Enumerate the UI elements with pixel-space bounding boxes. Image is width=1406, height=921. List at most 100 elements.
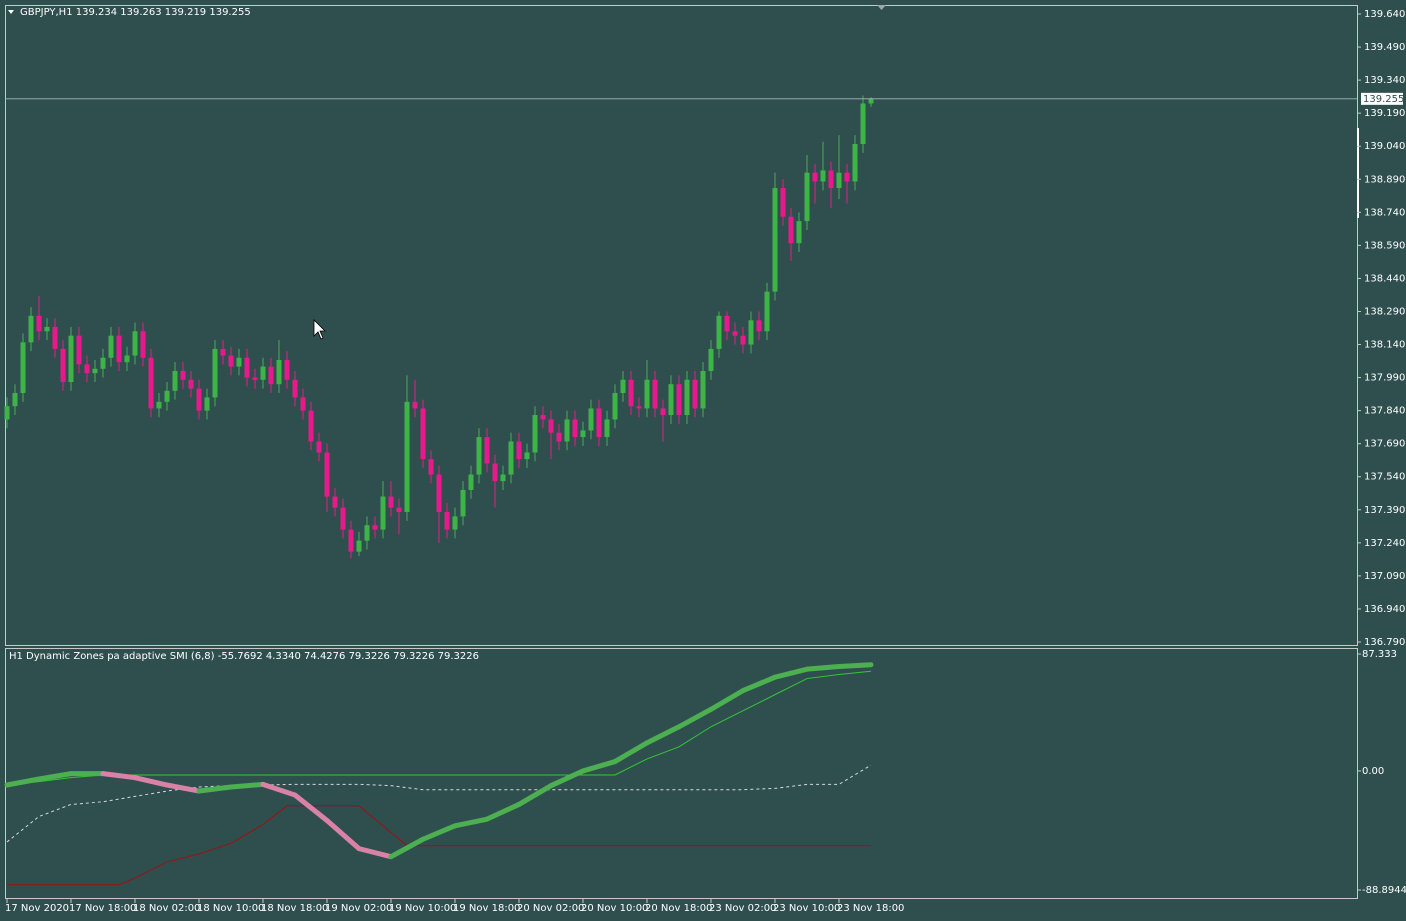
y-tick-label: 139.190 (1364, 108, 1405, 119)
smi-segment (484, 801, 522, 822)
smi-segment (356, 846, 394, 860)
candle-body (412, 401, 418, 409)
y-tick-label: 138.290 (1364, 306, 1405, 317)
candle-body (524, 452, 530, 460)
scroll-marker (1357, 128, 1359, 218)
candle-body (716, 315, 722, 349)
candle-body (108, 335, 114, 358)
indicator-line (6, 670, 872, 786)
y-tick-label: 138.590 (1364, 240, 1405, 251)
smi-segment (452, 816, 490, 829)
candle-body (612, 393, 618, 420)
x-tick-label: 19 Nov 18:00 (453, 903, 520, 914)
candle-body (556, 432, 562, 442)
candle-body (836, 172, 842, 189)
candle-body (804, 172, 810, 222)
candle-body (796, 221, 802, 244)
candle-body (476, 437, 482, 475)
candle-body (172, 370, 178, 391)
candle-body (652, 379, 658, 409)
candle-body (660, 408, 666, 416)
last-price-box (1361, 92, 1403, 105)
candle-body (276, 359, 282, 385)
candle-body (732, 331, 738, 336)
smi-segment (708, 688, 746, 712)
candle-body (4, 406, 10, 420)
x-tick-label: 17 Nov 18:00 (69, 903, 136, 914)
candle-body (396, 507, 402, 512)
candle-body (764, 291, 770, 332)
candle-body (828, 170, 834, 189)
y-tick-label: 0.00 (1362, 766, 1384, 777)
candle-body (692, 379, 698, 409)
candle-body (164, 390, 170, 402)
candle-body (564, 419, 570, 442)
y-tick-label: 137.240 (1364, 538, 1405, 549)
y-tick-label: 137.540 (1364, 472, 1405, 483)
candle-body (620, 379, 626, 394)
indicator-header: H1 Dynamic Zones pa adaptive SMI (6,8) -… (9, 651, 479, 662)
candle-body (388, 496, 394, 508)
candle-body (340, 507, 346, 530)
candle-body (60, 348, 66, 382)
candle-body (324, 452, 330, 497)
smi-segment (228, 781, 266, 790)
smi-segment (292, 792, 330, 824)
candle-body (684, 379, 690, 416)
candle-body (20, 342, 26, 394)
candle-body (180, 370, 186, 380)
candle-body (316, 441, 322, 453)
price-pane-frame (5, 5, 1358, 646)
smi-segment (772, 666, 810, 680)
candle-body (676, 384, 682, 416)
candle-body (596, 408, 602, 438)
candle-body (348, 529, 354, 552)
collapse-arrow[interactable] (8, 10, 14, 14)
candle-body (76, 335, 82, 365)
y-tick-label: 137.390 (1364, 505, 1405, 516)
candle-body (580, 430, 586, 438)
x-tick-label: 18 Nov 18:00 (261, 903, 328, 914)
smi-segment (4, 776, 42, 788)
candle-body (196, 388, 202, 411)
candle-body (644, 379, 650, 409)
candle-body (724, 315, 730, 332)
candle-body (188, 379, 194, 389)
candle-body (628, 379, 634, 407)
candle-body (508, 441, 514, 475)
candle-body (332, 496, 338, 508)
candle-body (428, 459, 434, 475)
smi-segment (36, 771, 74, 782)
candle-body (92, 368, 98, 374)
symbol-header: GBPJPY,H1 139.234 139.263 139.219 139.25… (20, 7, 251, 18)
x-tick-label: 19 Nov 10:00 (389, 903, 456, 914)
smi-segment (132, 775, 170, 788)
smi-segment (644, 724, 682, 746)
candle-body (780, 188, 786, 217)
candle-body (124, 355, 130, 363)
x-tick-label: 20 Nov 02:00 (517, 903, 584, 914)
candle-body (252, 377, 258, 380)
candle-body (740, 335, 746, 345)
candle-body (268, 366, 274, 385)
shift-marker[interactable] (877, 5, 886, 10)
candle-body (772, 188, 778, 292)
candle-body (532, 415, 538, 453)
y-tick-label: -88.8944 (1362, 885, 1406, 896)
candle-body (212, 348, 218, 398)
candle-body (156, 401, 162, 409)
candle-body (460, 489, 466, 517)
candle-body (852, 144, 858, 182)
candle-body (28, 315, 34, 343)
smi-segment (100, 771, 138, 781)
x-tick-label: 20 Nov 18:00 (645, 903, 712, 914)
candle-body (756, 320, 762, 332)
smi-segment (196, 784, 234, 794)
mouse-cursor (313, 319, 326, 340)
candle-body (204, 397, 210, 411)
indicator-line (7, 805, 871, 886)
x-tick-label: 18 Nov 02:00 (133, 903, 200, 914)
candle-body (500, 474, 506, 482)
